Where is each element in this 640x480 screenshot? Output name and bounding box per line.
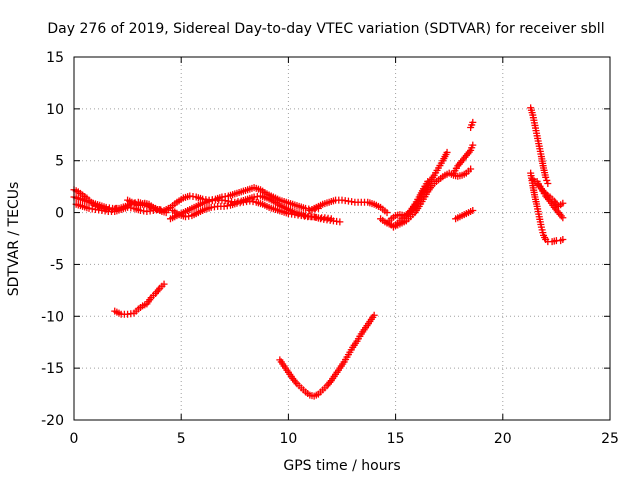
data-point-marker bbox=[542, 173, 550, 181]
data-point-marker bbox=[160, 280, 168, 288]
series-arc-7 bbox=[166, 192, 335, 223]
y-tick-label: -10 bbox=[41, 309, 64, 325]
y-tick-label: 10 bbox=[46, 102, 64, 118]
series-arc-12 bbox=[389, 177, 432, 231]
x-tick-label: 0 bbox=[70, 431, 79, 447]
data-point-marker bbox=[336, 218, 344, 226]
data-point-marker bbox=[162, 209, 170, 217]
data-point-marker bbox=[559, 214, 567, 222]
series-arc-20 bbox=[533, 177, 567, 222]
series-arc-8 bbox=[169, 197, 344, 226]
data-point-marker bbox=[469, 141, 477, 149]
series-arc-15 bbox=[452, 206, 477, 223]
series-arc-16 bbox=[276, 311, 378, 400]
x-tick-label: 5 bbox=[177, 431, 186, 447]
data-point-marker bbox=[467, 165, 475, 173]
data-point-marker bbox=[559, 236, 567, 244]
data-point-marker bbox=[469, 118, 477, 126]
x-tick-label: 15 bbox=[387, 431, 405, 447]
series-arc-4 bbox=[124, 196, 170, 217]
series-arc-9 bbox=[306, 196, 391, 217]
data-point-marker bbox=[443, 148, 451, 156]
x-tick-label: 20 bbox=[494, 431, 512, 447]
y-tick-label: 0 bbox=[55, 206, 64, 222]
data-point-marker bbox=[370, 311, 378, 319]
data-point-marker bbox=[559, 199, 567, 207]
data-point-marker bbox=[424, 177, 432, 185]
x-tick-label: 10 bbox=[279, 431, 297, 447]
series-arc-18 bbox=[527, 169, 567, 246]
y-tick-label: -5 bbox=[50, 257, 64, 273]
series-arc-11 bbox=[383, 148, 451, 227]
series-arc-14 bbox=[467, 118, 477, 132]
x-axis-title: GPS time / hours bbox=[283, 458, 400, 474]
data-markers bbox=[70, 104, 567, 400]
y-tick-label: -20 bbox=[41, 413, 64, 429]
x-tick-label: 25 bbox=[601, 431, 619, 447]
plot-frame bbox=[73, 56, 611, 421]
y-tick-label: 5 bbox=[55, 154, 64, 170]
y-tick-label: -15 bbox=[41, 361, 64, 377]
data-point-marker bbox=[469, 206, 477, 214]
series-arc-17 bbox=[527, 104, 552, 188]
data-point-marker bbox=[383, 209, 391, 217]
series-arc-13 bbox=[449, 141, 477, 177]
series-arc-5 bbox=[111, 280, 168, 318]
data-point-marker bbox=[544, 180, 552, 188]
y-tick-label: 15 bbox=[46, 50, 64, 66]
y-axis-title: SDTVAR / TECUs bbox=[6, 182, 22, 297]
data-point-marker bbox=[543, 176, 551, 184]
chart-title: Day 276 of 2019, Sidereal Day-to-day VTE… bbox=[47, 21, 604, 37]
